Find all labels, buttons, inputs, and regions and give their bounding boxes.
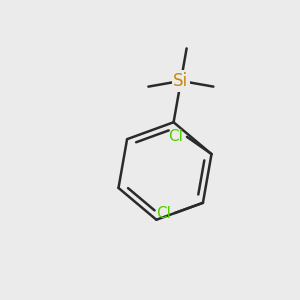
Text: Cl: Cl xyxy=(156,206,171,220)
Text: Si: Si xyxy=(173,72,188,90)
Text: Cl: Cl xyxy=(169,129,183,144)
